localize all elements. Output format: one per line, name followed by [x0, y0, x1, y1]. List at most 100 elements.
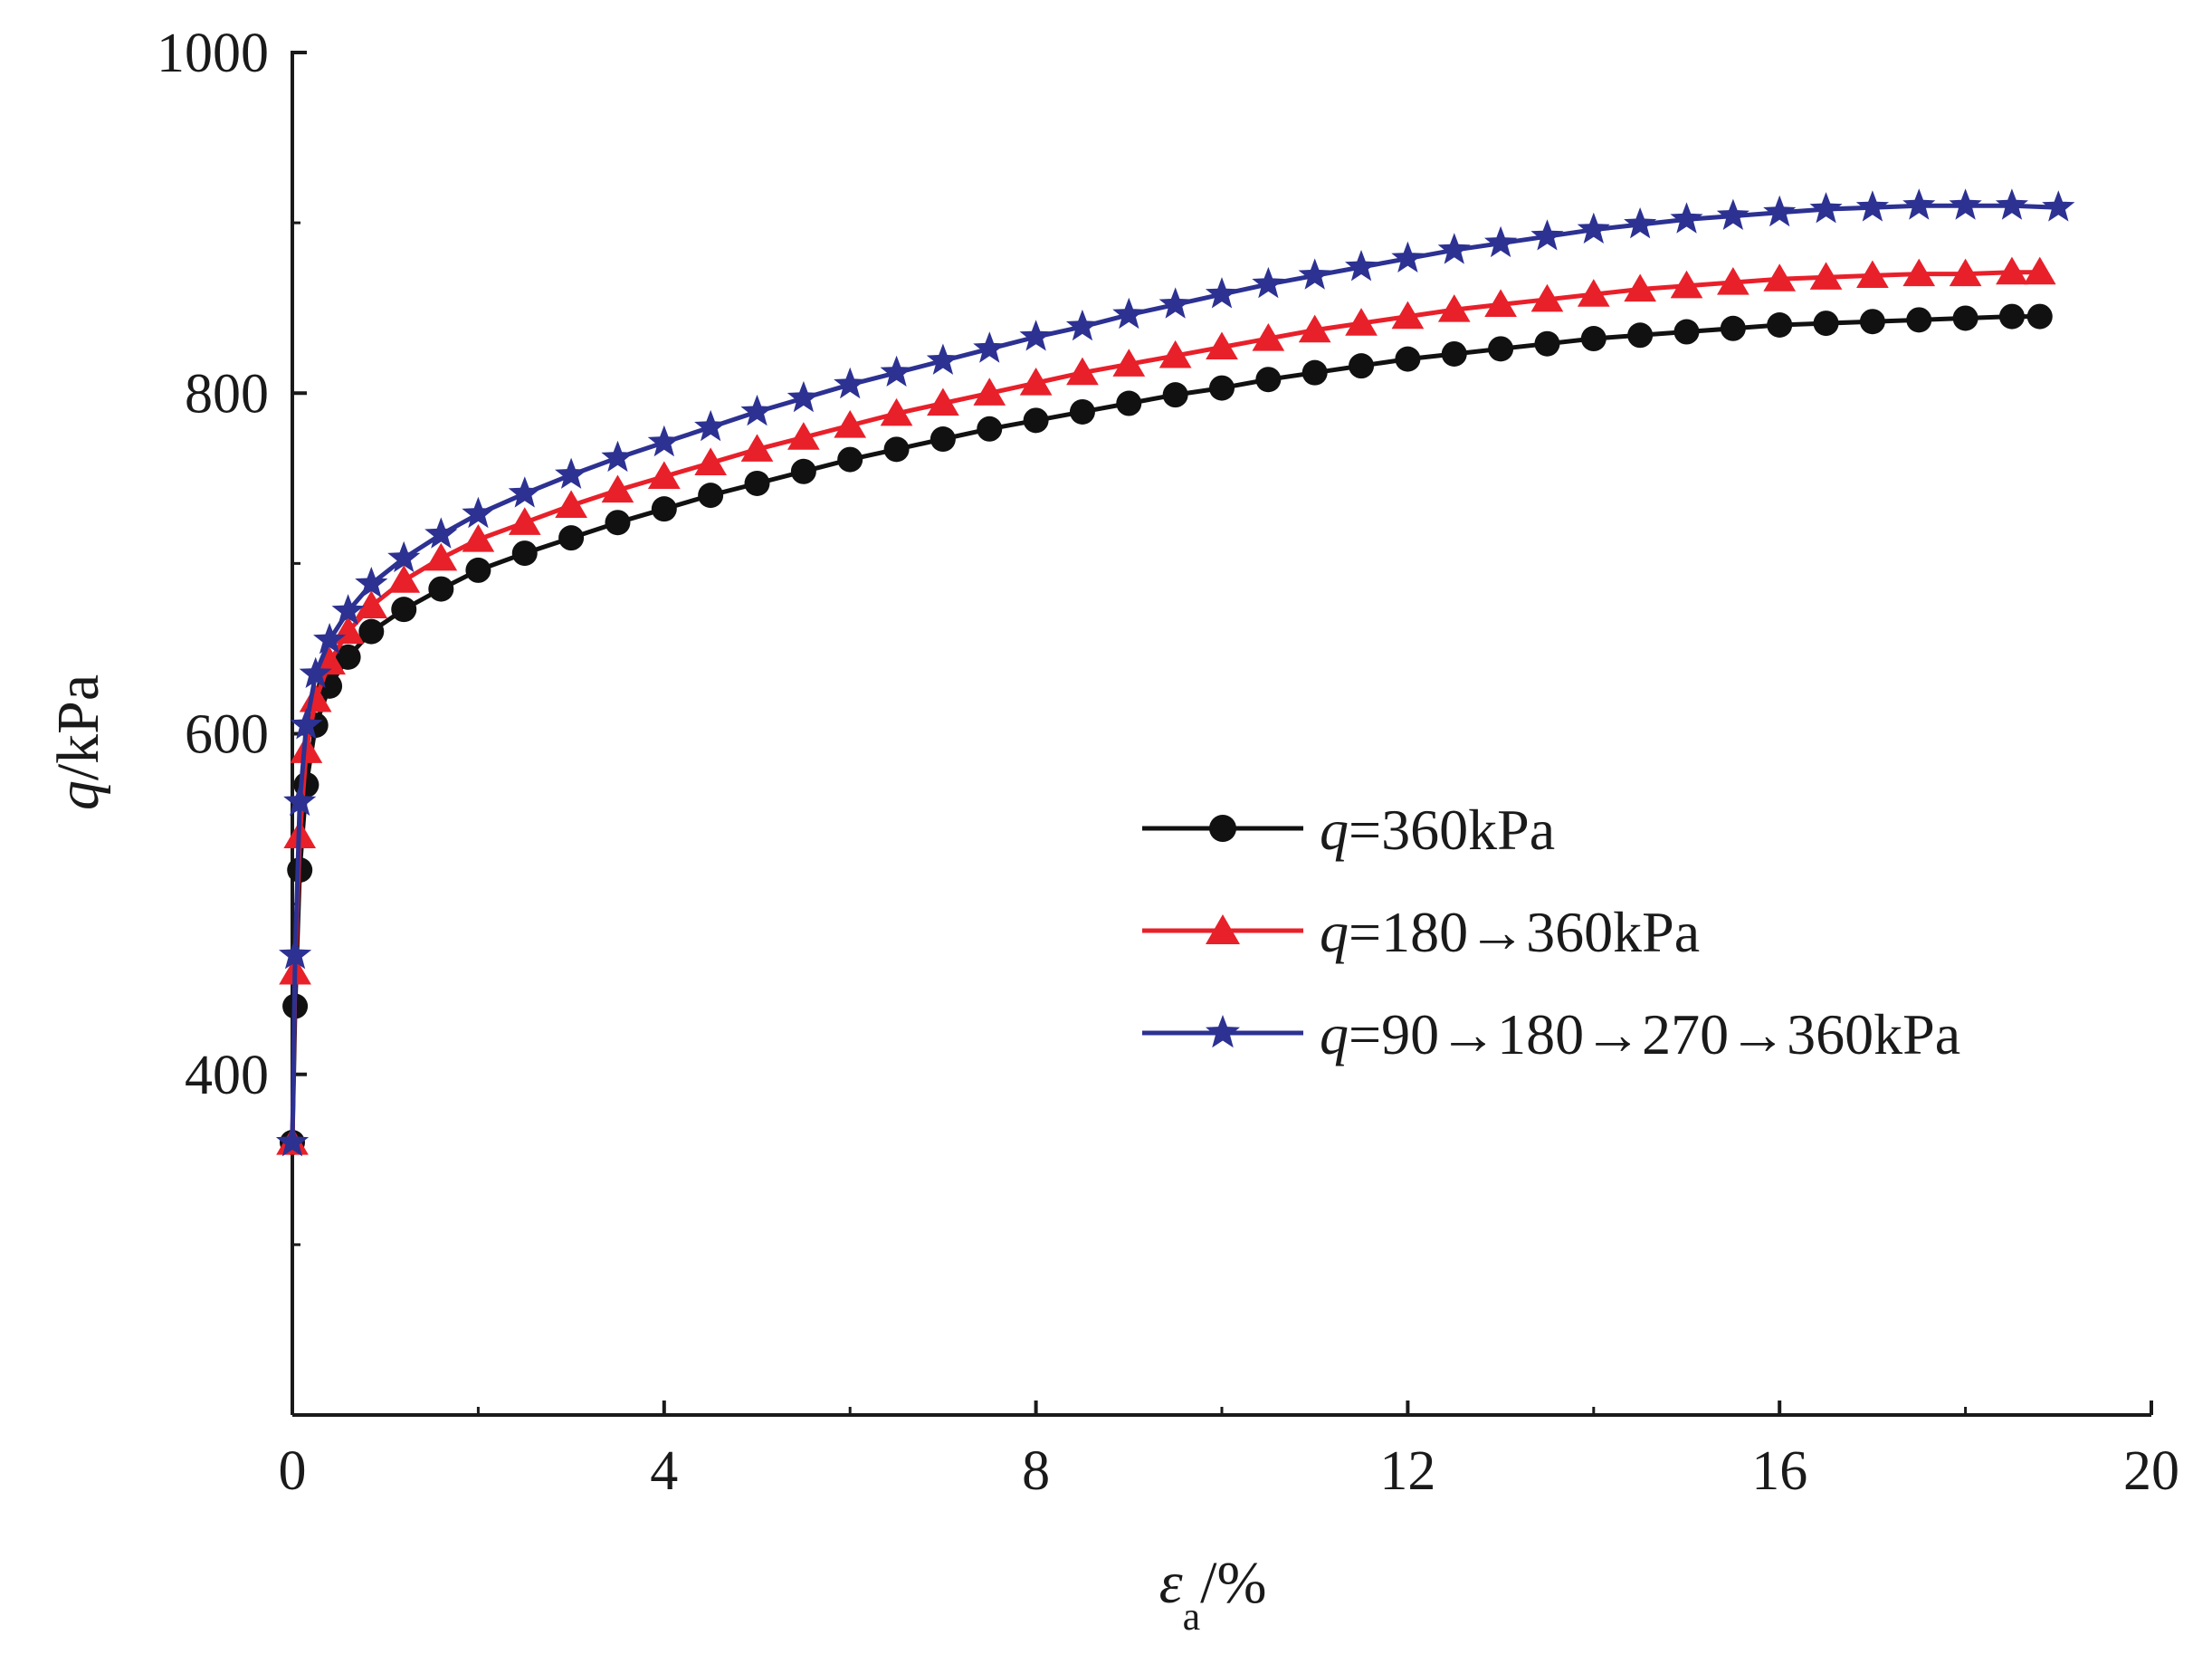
data-point	[1252, 266, 1285, 299]
data-point	[1855, 190, 1889, 222]
y-axis-symbol: q	[45, 780, 111, 810]
y-tick-label: 1000	[157, 23, 269, 84]
data-point	[651, 496, 677, 522]
data-point	[787, 422, 820, 450]
data-point	[1395, 346, 1421, 372]
data-point	[1902, 258, 1936, 287]
data-point	[2042, 190, 2075, 222]
data-point	[880, 355, 913, 387]
data-point	[1023, 407, 1049, 434]
data-point	[973, 378, 1006, 406]
data-point	[1856, 260, 1889, 289]
axes: 0 4 8 12 16 20 400 600 800 1000	[157, 23, 2179, 1502]
data-point	[1158, 287, 1192, 319]
data-point	[1673, 319, 1700, 345]
legend-marker-2	[1206, 914, 1240, 944]
data-point	[1627, 322, 1654, 349]
data-point	[1298, 258, 1331, 290]
data-point	[299, 684, 332, 712]
data-point	[1530, 219, 1564, 251]
data-point	[428, 576, 454, 602]
series-2	[276, 256, 2056, 1155]
data-point	[1298, 314, 1331, 343]
data-point	[290, 708, 323, 740]
data-point	[462, 524, 495, 552]
data-point	[790, 458, 816, 484]
data-point	[1069, 398, 1095, 425]
data-point	[694, 447, 727, 475]
data-point	[605, 510, 631, 536]
y-tick-label: 800	[185, 363, 269, 425]
legend-marker-3	[1206, 1015, 1240, 1048]
legend-item-3: q=90→180→270→360kPa	[1142, 1002, 1960, 1066]
x-axis-subscript: a	[1183, 1594, 1201, 1639]
data-point	[391, 597, 417, 623]
data-point	[1252, 323, 1285, 351]
series-1	[280, 303, 2053, 1155]
data-point	[508, 476, 541, 508]
data-point	[1162, 382, 1188, 408]
data-point	[1952, 305, 1978, 331]
data-point	[335, 644, 361, 670]
data-point	[1065, 309, 1099, 341]
data-point	[647, 425, 681, 457]
data-point	[2026, 303, 2053, 330]
data-point	[1716, 198, 1750, 230]
data-point	[740, 434, 774, 462]
data-point	[601, 474, 634, 503]
legend-label-1: q=360kPa	[1320, 798, 1555, 862]
data-point	[1809, 262, 1843, 290]
data-point	[1763, 195, 1797, 227]
x-tick-label: 12	[1379, 1440, 1435, 1502]
data-point	[927, 387, 959, 416]
data-point	[1813, 311, 1839, 337]
data-point	[279, 938, 312, 970]
data-point	[647, 461, 681, 490]
data-point	[1995, 188, 2028, 220]
data-point	[558, 525, 585, 551]
data-point	[387, 565, 421, 593]
data-point	[555, 490, 587, 519]
data-point	[1859, 309, 1885, 335]
data-point	[1577, 279, 1610, 307]
data-point	[1345, 308, 1378, 336]
data-point	[1949, 188, 1982, 220]
y-tick-label: 400	[185, 1045, 269, 1106]
data-point	[787, 380, 820, 413]
data-point	[1720, 315, 1746, 341]
data-point	[1767, 312, 1793, 338]
data-point	[387, 540, 421, 573]
data-point	[880, 397, 913, 426]
data-point	[313, 646, 346, 675]
y-axis-title: q/kPa	[45, 674, 111, 810]
x-axis-symbol: ε	[1159, 1550, 1183, 1616]
data-point	[1441, 340, 1467, 367]
data-point	[358, 618, 385, 645]
data-point	[1906, 307, 1932, 333]
data-point	[555, 457, 588, 489]
x-axis-title: εa/%	[1159, 1550, 1267, 1639]
data-point	[740, 394, 774, 426]
data-point	[1205, 277, 1239, 309]
data-point	[424, 542, 458, 571]
x-tick-label: 8	[1022, 1440, 1050, 1502]
data-point	[977, 416, 1003, 442]
x-axis-unit: /%	[1200, 1550, 1266, 1616]
data-point	[1066, 357, 1099, 386]
data-point	[2023, 256, 2056, 285]
data-point	[1391, 301, 1425, 330]
data-point	[1019, 320, 1053, 351]
data-point	[1116, 390, 1142, 416]
data-point	[1809, 192, 1843, 224]
data-point	[1717, 266, 1750, 295]
data-point	[1577, 212, 1610, 244]
data-point	[694, 409, 728, 442]
data-point	[1624, 207, 1657, 239]
data-point	[883, 436, 910, 463]
y-axis-unit: /kPa	[45, 674, 111, 780]
data-point	[299, 656, 332, 688]
y-tick-label: 600	[185, 704, 269, 766]
data-point	[1209, 375, 1235, 401]
legend-label-3: q=90→180→270→360kPa	[1320, 1002, 1960, 1066]
data-point	[1763, 263, 1797, 292]
